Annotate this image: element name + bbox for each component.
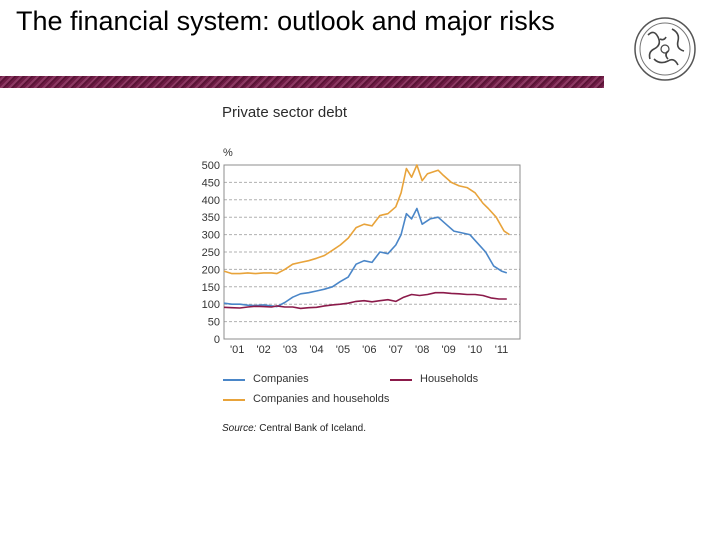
legend-label-households: Households bbox=[420, 373, 479, 385]
x-tick-label-3: '03 bbox=[283, 344, 297, 355]
y-axis-unit-label: % bbox=[223, 147, 233, 159]
source-prefix: Source: bbox=[222, 423, 257, 434]
source-text: Central Bank of Iceland. bbox=[259, 423, 366, 434]
x-tick-label-1: '01 bbox=[230, 344, 244, 355]
x-tick-label-4: '04 bbox=[309, 344, 323, 355]
y-tick-label-0: 0 bbox=[214, 334, 220, 346]
plot-frame bbox=[223, 164, 521, 340]
source-note: Source: Central Bank of Iceland. bbox=[222, 423, 366, 434]
y-tick-labels: 0 50 100 150 200 250 300 350 400 450 500 bbox=[202, 160, 220, 346]
legend-swatch-companies bbox=[223, 379, 245, 381]
y-tick-label-250: 250 bbox=[202, 247, 220, 259]
y-tick-label-500: 500 bbox=[202, 160, 220, 172]
legend-label-companies: Companies bbox=[253, 373, 309, 385]
x-tick-label-11: '11 bbox=[495, 344, 509, 355]
y-tick-label-400: 400 bbox=[202, 195, 220, 207]
private-sector-debt-chart: 0 50 100 150 200 250 300 350 400 450 500 '01 '02 '03… bbox=[202, 147, 521, 355]
x-tick-label-5: '05 bbox=[336, 344, 350, 355]
y-tick-label-50: 50 bbox=[208, 317, 220, 329]
x-tick-label-8: '08 bbox=[415, 344, 429, 355]
y-tick-label-300: 300 bbox=[202, 230, 220, 242]
legend-swatch-households bbox=[390, 379, 412, 381]
series-line-companies-and-households bbox=[223, 164, 510, 275]
central-bank-seal-icon bbox=[634, 17, 696, 81]
x-tick-label-6: '06 bbox=[362, 344, 376, 355]
slide-title: The financial system: outlook and major … bbox=[16, 6, 555, 36]
x-tick-label-10: '10 bbox=[468, 344, 482, 355]
legend-label-companies-and-households: Companies and households bbox=[253, 393, 390, 405]
y-tick-label-100: 100 bbox=[202, 299, 220, 311]
y-tick-label-450: 450 bbox=[202, 177, 220, 189]
title-divider bbox=[0, 76, 604, 88]
series-lines bbox=[223, 164, 510, 310]
x-tick-label-7: '07 bbox=[389, 344, 403, 355]
series-line-households bbox=[223, 291, 507, 310]
gridlines bbox=[224, 181, 520, 323]
legend-swatch-companies-and-households bbox=[223, 399, 245, 401]
series-line-companies bbox=[223, 207, 508, 308]
x-tick-label-2: '02 bbox=[256, 344, 270, 355]
y-tick-label-150: 150 bbox=[202, 282, 220, 294]
x-tick-labels: '01 '02 '03 '04 '05 '06 '07 '08 '09 '10 '11 bbox=[230, 344, 508, 355]
y-tick-label-200: 200 bbox=[202, 264, 220, 276]
chart-title: Private sector debt bbox=[222, 104, 348, 121]
y-tick-label-350: 350 bbox=[202, 212, 220, 224]
x-tick-label-9: '09 bbox=[441, 344, 455, 355]
